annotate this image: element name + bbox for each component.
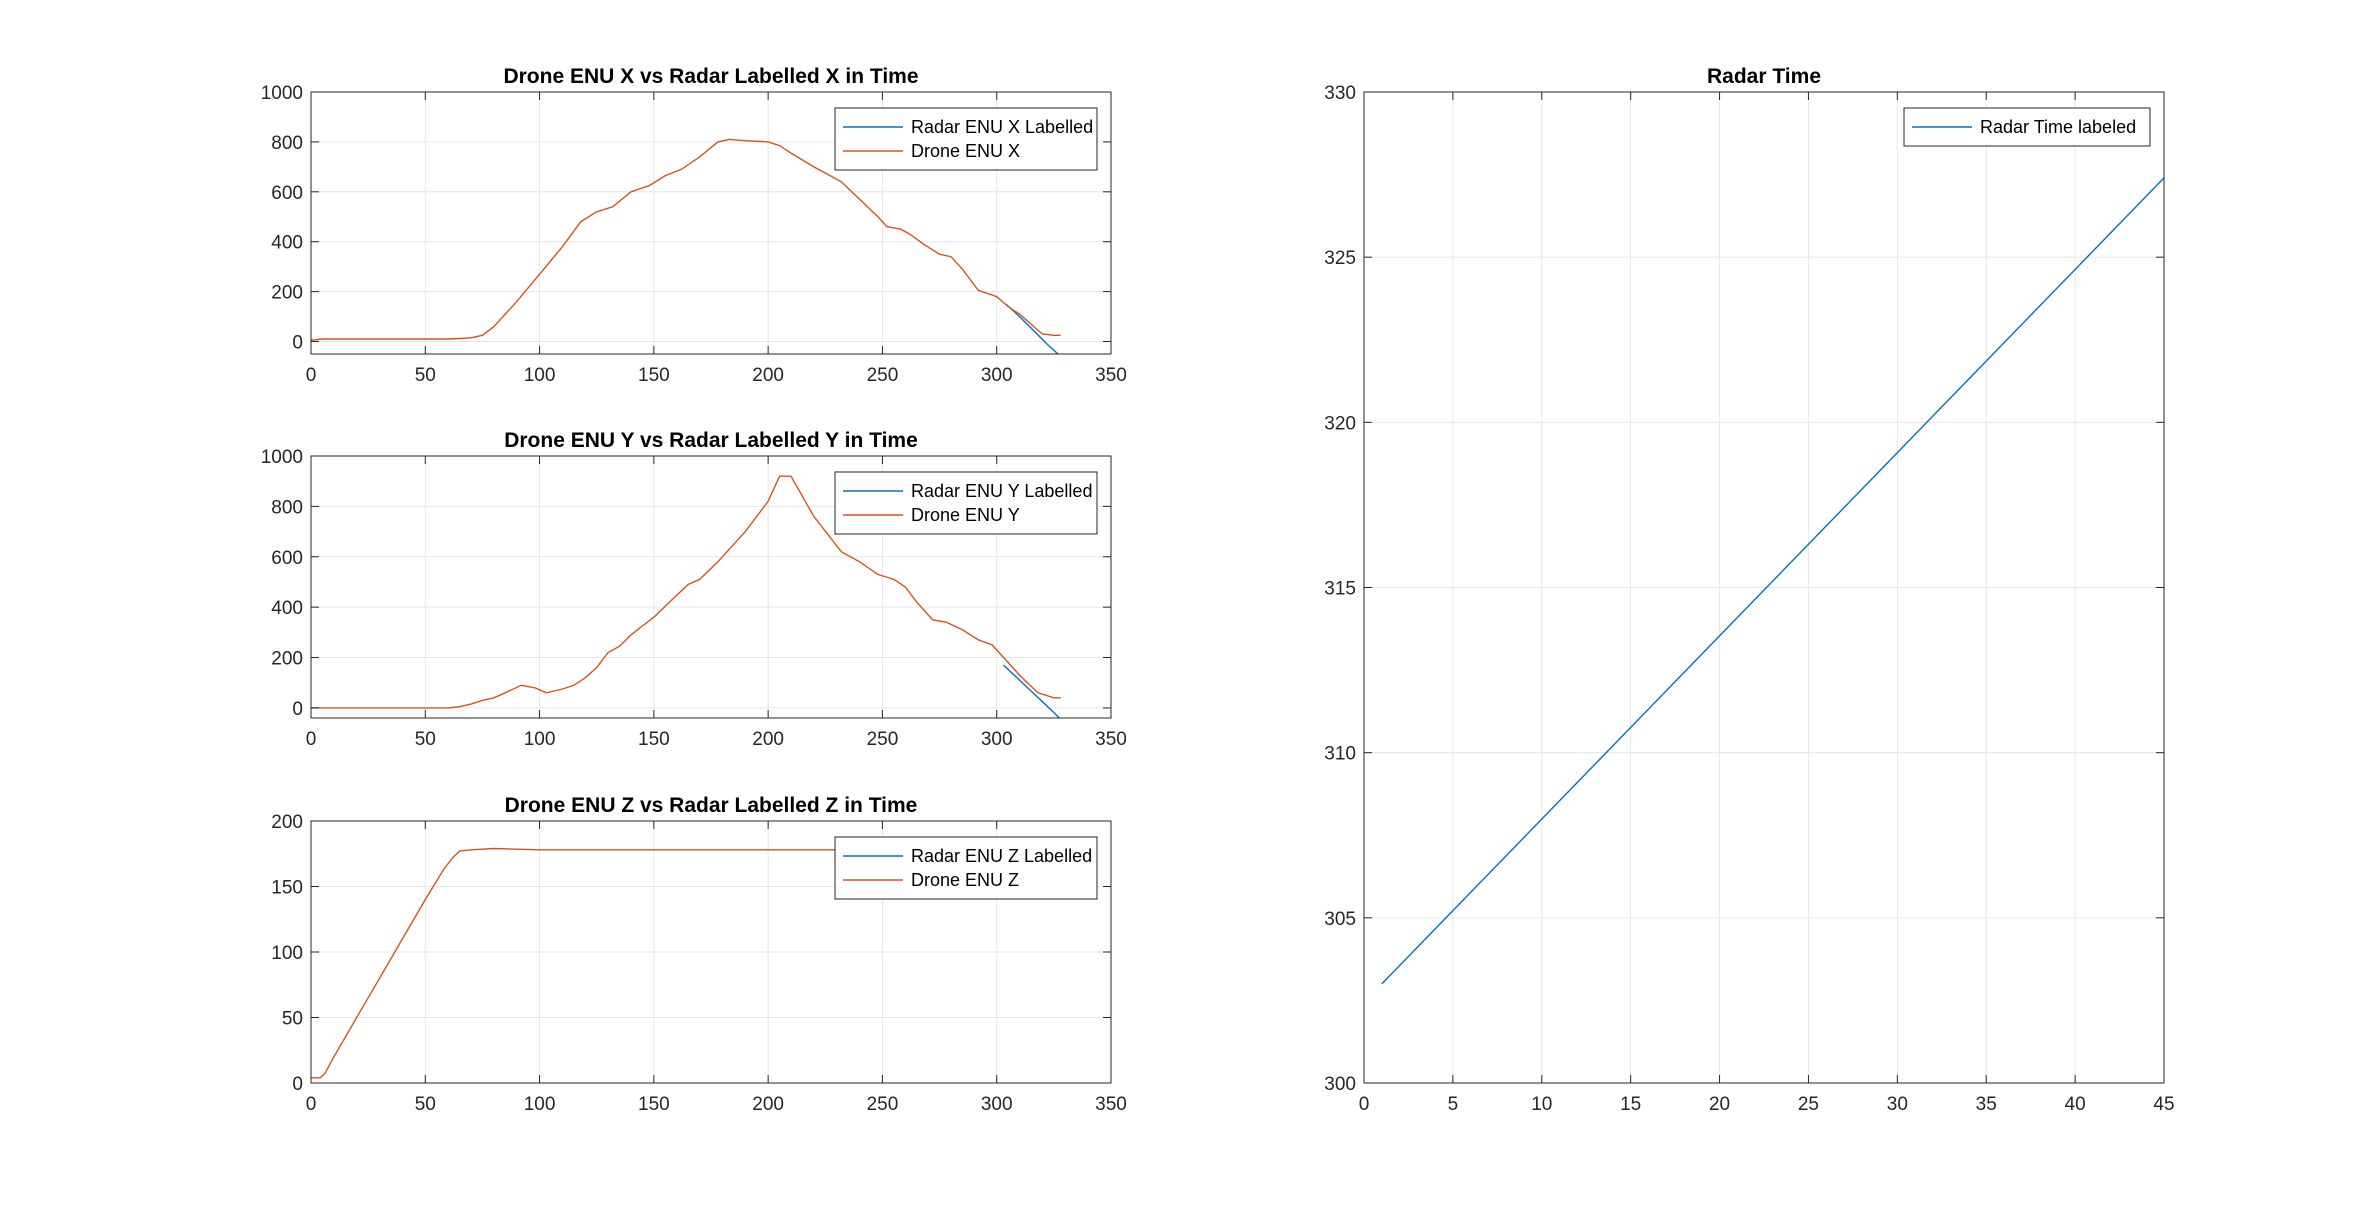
y-tick-label: 325: [1324, 248, 1356, 269]
y-tick-label: 200: [271, 649, 303, 670]
y-tick-label: 300: [1324, 1074, 1356, 1095]
x-tick-label: 350: [1095, 729, 1127, 750]
x-tick-label: 15: [1620, 1094, 1641, 1115]
legend-box: [834, 836, 1098, 900]
y-tick-label: 150: [271, 878, 303, 899]
legend-label: Radar ENU Y Labelled: [911, 481, 1092, 501]
y-tick-label: 0: [292, 699, 303, 720]
x-tick-label: 200: [752, 729, 784, 750]
chart-1: 0 50 100 150 200 250 300 350 0 200 400 600 800 1000 Dr…: [261, 65, 1127, 386]
y-tick-label: 305: [1324, 909, 1356, 930]
x-tick-label: 30: [1887, 1094, 1908, 1115]
legend-label: Drone ENU Z: [911, 870, 1019, 890]
x-tick-label: 350: [1095, 1094, 1127, 1115]
x-tick-label: 50: [415, 365, 436, 386]
x-tick-label: 0: [306, 729, 317, 750]
legend: Radar ENU Z Labelled Drone ENU Z: [834, 836, 1098, 900]
y-tick-label: 0: [292, 333, 303, 354]
legend-label: Radar ENU X Labelled: [911, 117, 1093, 137]
series-line-2: [311, 138, 1061, 341]
x-tick-label: 250: [867, 729, 899, 750]
x-tick-label: 5: [1448, 1094, 1459, 1115]
legend-box: [1903, 107, 2151, 147]
series-line-1: [1381, 177, 2164, 985]
legend-label: Radar Time labeled: [1980, 117, 2136, 137]
legend: Radar ENU X Labelled Drone ENU X: [834, 107, 1098, 171]
x-tick-label: 300: [981, 365, 1013, 386]
chart-title: Drone ENU X vs Radar Labelled X in Time: [503, 65, 918, 88]
legend-box: [834, 471, 1098, 535]
x-tick-label: 40: [2065, 1094, 2086, 1115]
series-line-1: [1003, 664, 1061, 718]
x-tick-label: 10: [1531, 1094, 1552, 1115]
chart-title: Radar Time: [1707, 65, 1821, 88]
y-tick-label: 330: [1324, 83, 1356, 104]
legend-label: Drone ENU Y: [911, 505, 1020, 525]
y-tick-label: 310: [1324, 744, 1356, 765]
legend-label: Drone ENU X: [911, 141, 1020, 161]
x-tick-label: 250: [867, 365, 899, 386]
y-tick-label: 400: [271, 233, 303, 254]
y-tick-label: 100: [271, 943, 303, 964]
legend-label: Radar ENU Z Labelled: [911, 846, 1092, 866]
x-tick-label: 0: [306, 365, 317, 386]
x-tick-label: 100: [524, 729, 556, 750]
y-tick-label: 800: [271, 497, 303, 518]
x-tick-label: 350: [1095, 365, 1127, 386]
x-tick-label: 150: [638, 1094, 670, 1115]
x-tick-label: 45: [2153, 1094, 2174, 1115]
x-tick-label: 0: [1359, 1094, 1370, 1115]
x-tick-label: 25: [1798, 1094, 1819, 1115]
y-tick-label: 315: [1324, 579, 1356, 600]
x-tick-label: 200: [752, 1094, 784, 1115]
legend: Radar ENU Y Labelled Drone ENU Y: [834, 471, 1098, 535]
chart-4: 0 5 10 15 20 25 30 35 40 45 300 305 310 315 320 325 330 R…: [1324, 65, 2174, 1115]
chart-3: 0 50 100 150 200 250 300 350 0 50 100 150 200 Drone E…: [271, 794, 1127, 1115]
chart-title: Drone ENU Z vs Radar Labelled Z in Time: [505, 794, 918, 817]
x-tick-label: 35: [1976, 1094, 1997, 1115]
y-tick-label: 200: [271, 283, 303, 304]
y-tick-label: 1000: [261, 83, 303, 104]
series-line-1: [1005, 303, 1059, 354]
y-tick-label: 800: [271, 133, 303, 154]
series-line-2: [311, 847, 883, 1079]
x-tick-label: 100: [524, 365, 556, 386]
y-tick-label: 200: [271, 812, 303, 833]
y-tick-label: 320: [1324, 413, 1356, 434]
x-tick-label: 200: [752, 365, 784, 386]
y-tick-label: 1000: [261, 447, 303, 468]
x-tick-label: 150: [638, 729, 670, 750]
axes-box: [310, 455, 1112, 719]
y-tick-label: 600: [271, 183, 303, 204]
y-tick-label: 600: [271, 548, 303, 569]
axes-box: [310, 91, 1112, 355]
y-tick-label: 400: [271, 598, 303, 619]
legend-box: [834, 107, 1098, 171]
legend: Radar Time labeled: [1903, 107, 2151, 147]
y-tick-label: 50: [282, 1009, 303, 1030]
x-tick-label: 20: [1709, 1094, 1730, 1115]
y-tick-label: 0: [292, 1074, 303, 1095]
x-tick-label: 50: [415, 729, 436, 750]
x-tick-label: 100: [524, 1094, 556, 1115]
x-tick-label: 300: [981, 1094, 1013, 1115]
x-tick-label: 50: [415, 1094, 436, 1115]
chart-2: 0 50 100 150 200 250 300 350 0 200 400 600 800 1000 Dr…: [261, 429, 1127, 750]
series-line-2: [311, 475, 1061, 709]
x-tick-label: 250: [867, 1094, 899, 1115]
x-tick-label: 0: [306, 1094, 317, 1115]
x-tick-label: 150: [638, 365, 670, 386]
x-tick-label: 300: [981, 729, 1013, 750]
chart-title: Drone ENU Y vs Radar Labelled Y in Time: [504, 429, 918, 452]
